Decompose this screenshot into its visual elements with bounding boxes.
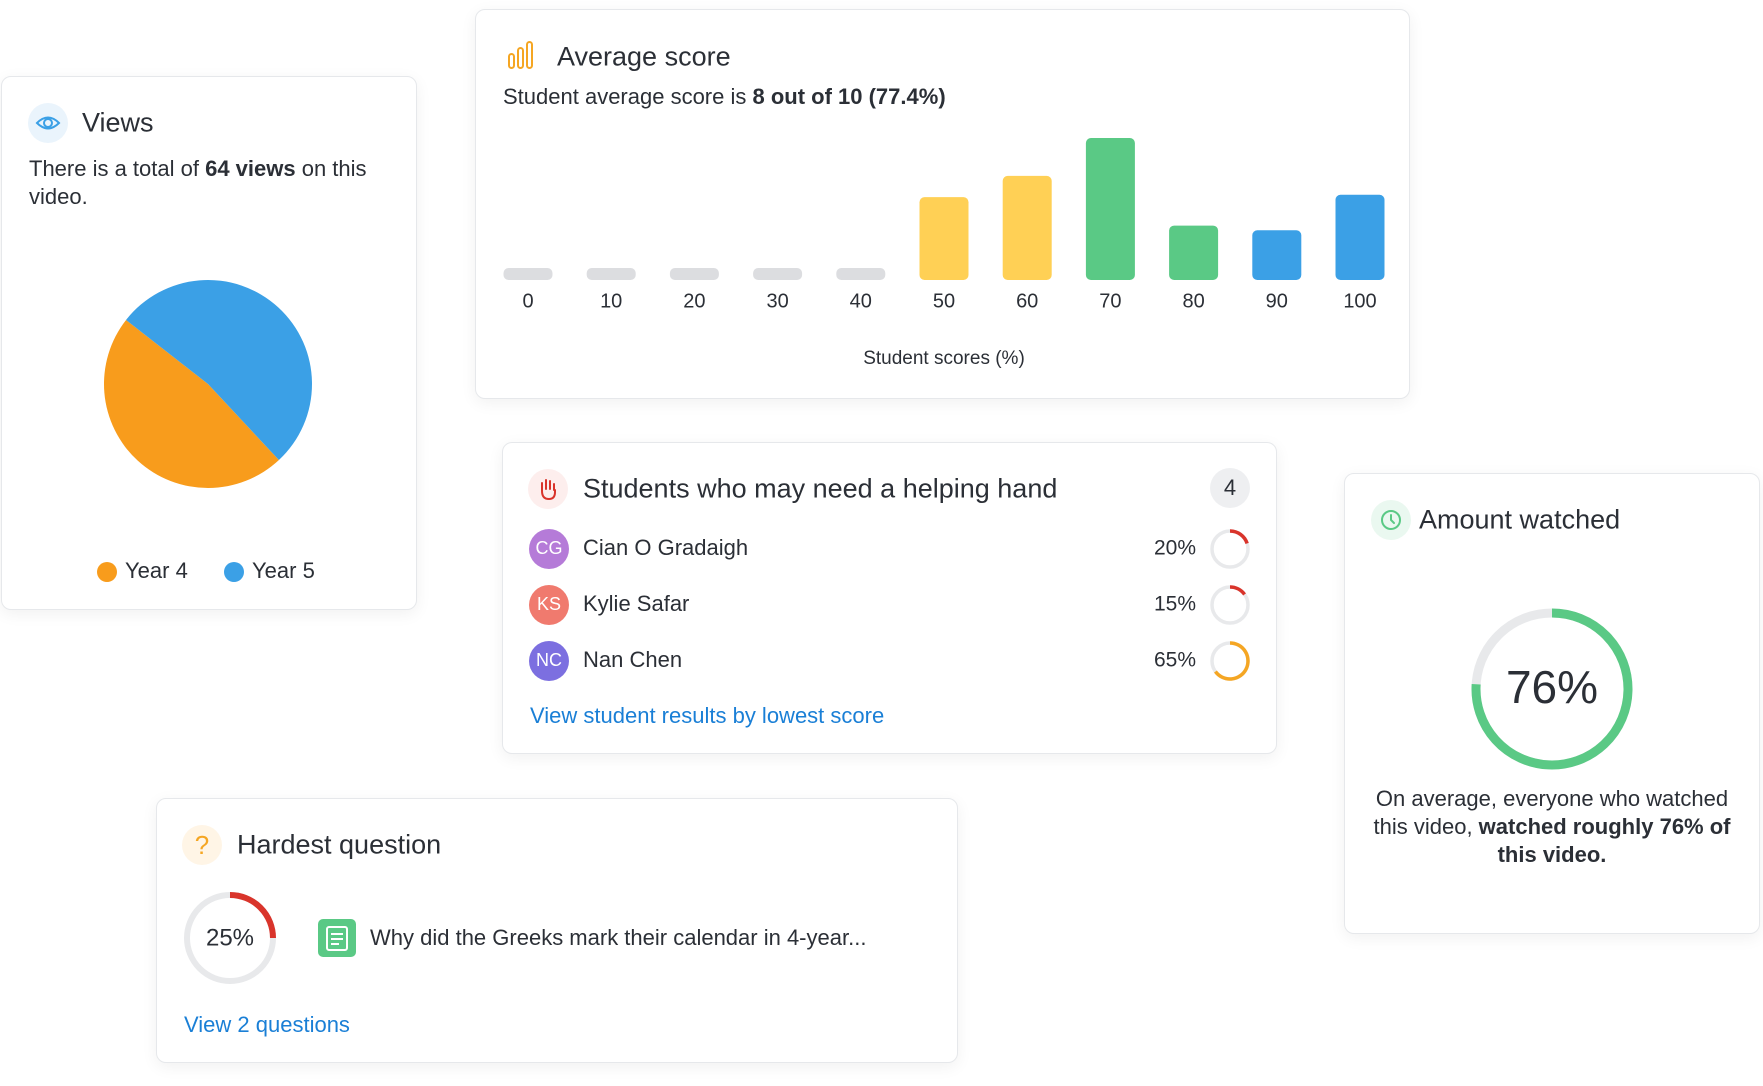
helping-title: Students who may need a helping hand xyxy=(583,473,1058,504)
text: Student average score is xyxy=(503,84,753,109)
x-tick-label: 100 xyxy=(1343,290,1376,312)
student-score: 20% xyxy=(1154,537,1196,560)
avatar-initials: CG xyxy=(536,538,563,558)
x-tick-label: 0 xyxy=(522,290,533,312)
x-tick-label: 40 xyxy=(850,290,872,312)
score-ring xyxy=(1214,641,1250,681)
views-text: There is a total of 64 views on this vid… xyxy=(29,155,389,211)
bar xyxy=(503,268,553,280)
x-tick-label: 10 xyxy=(600,290,622,312)
avatar xyxy=(529,641,569,681)
chart-subtitle: Student average score is 8 out of 10 (77… xyxy=(503,84,946,110)
student-name: Nan Chen xyxy=(583,647,682,672)
bar xyxy=(1085,138,1135,280)
bar xyxy=(753,268,803,280)
pie-chart: Year 4 Year 5 xyxy=(97,280,315,583)
bar-chart: 0 10 20 30 40 50 60 70 80 90 100 Student scores (%) xyxy=(503,41,1385,369)
text-bold: 8 out of 10 (77.4%) xyxy=(752,84,946,109)
document-icon xyxy=(318,919,356,957)
bar xyxy=(1002,175,1052,280)
results-link[interactable]: View student results by lowest score xyxy=(530,703,885,728)
score-ring xyxy=(1229,585,1246,596)
pie-slice xyxy=(126,280,313,461)
student-rings: CG Cian O Gradaigh 20% KS Kylie Safar 15% NC Na… xyxy=(529,529,1250,681)
x-tick-label: 70 xyxy=(1099,290,1121,312)
hardest-ring xyxy=(229,892,276,939)
legend-swatch xyxy=(97,562,117,582)
hardest-title: Hardest question xyxy=(237,829,442,860)
student-name: Kylie Safar xyxy=(583,591,689,616)
student-score: 65% xyxy=(1154,649,1196,672)
bar xyxy=(586,268,636,280)
legend-label: Year 5 xyxy=(252,558,315,583)
watched-ring xyxy=(1471,608,1633,770)
watched-value: 76% xyxy=(1506,661,1598,713)
text-bold: watched roughly 76% of this video. xyxy=(1478,814,1731,867)
score-icon xyxy=(508,41,533,69)
hand-icon xyxy=(528,469,568,509)
average-score-card: 0 10 20 30 40 50 60 70 80 90 100 Student scores (%)… xyxy=(475,9,1410,399)
hardest-value: 25% xyxy=(206,924,254,951)
x-tick-label: 50 xyxy=(933,290,955,312)
questions-link[interactable]: View 2 questions xyxy=(184,1012,350,1037)
x-tick-label: 20 xyxy=(683,290,705,312)
bar xyxy=(919,197,969,280)
student-score: 15% xyxy=(1154,593,1196,616)
views-title: Views xyxy=(82,107,154,138)
legend-swatch xyxy=(224,562,244,582)
pie-slice xyxy=(104,319,279,488)
bar xyxy=(836,268,886,280)
hardest-ring: 25% xyxy=(184,892,356,984)
amount-ring: 76% xyxy=(1471,608,1633,770)
views-icon xyxy=(28,103,68,143)
text: on this video. xyxy=(29,156,367,209)
question-text: Why did the Greeks mark their calendar i… xyxy=(370,925,867,950)
helping-card: Students who may need a helping hand 4 C… xyxy=(502,442,1277,754)
x-axis-label: Student scores (%) xyxy=(863,348,1025,369)
x-tick-label: 80 xyxy=(1182,290,1204,312)
clock-icon xyxy=(1371,500,1411,540)
count-badge: 4 xyxy=(1210,468,1250,508)
legend-label: Year 4 xyxy=(125,558,188,583)
bar xyxy=(669,268,719,280)
text: There is a total of xyxy=(29,156,206,181)
avatar-initials: KS xyxy=(537,594,561,614)
views-card: Views There is a total of 64 views on th… xyxy=(1,76,417,610)
bar xyxy=(1252,230,1302,280)
bar xyxy=(1335,194,1385,280)
text-bold: 64 views xyxy=(205,156,296,181)
question-icon: ? xyxy=(182,825,222,865)
chart-title: Average score xyxy=(557,41,731,72)
amount-card: Amount watched 76% On average, everyone … xyxy=(1344,473,1760,934)
student-name: Cian O Gradaigh xyxy=(583,535,748,560)
avatar-initials: NC xyxy=(536,650,562,670)
amount-text: On average, everyone who watched this vi… xyxy=(1367,785,1737,869)
x-tick-label: 90 xyxy=(1266,290,1288,312)
bar xyxy=(1169,225,1219,280)
text: On average, everyone who watched this vi… xyxy=(1373,786,1729,839)
amount-title: Amount watched xyxy=(1419,504,1621,535)
score-ring xyxy=(1229,529,1249,545)
hardest-card: ? Hardest question 25% Why did the Greek… xyxy=(156,798,958,1063)
x-tick-label: 60 xyxy=(1016,290,1038,312)
avatar xyxy=(529,529,569,569)
x-tick-label: 30 xyxy=(766,290,788,312)
avatar xyxy=(529,585,569,625)
